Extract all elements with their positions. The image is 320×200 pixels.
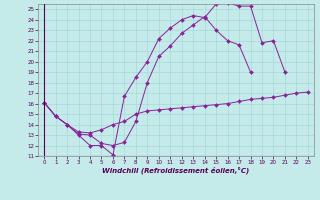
X-axis label: Windchill (Refroidissement éolien,°C): Windchill (Refroidissement éolien,°C) [102, 167, 250, 174]
